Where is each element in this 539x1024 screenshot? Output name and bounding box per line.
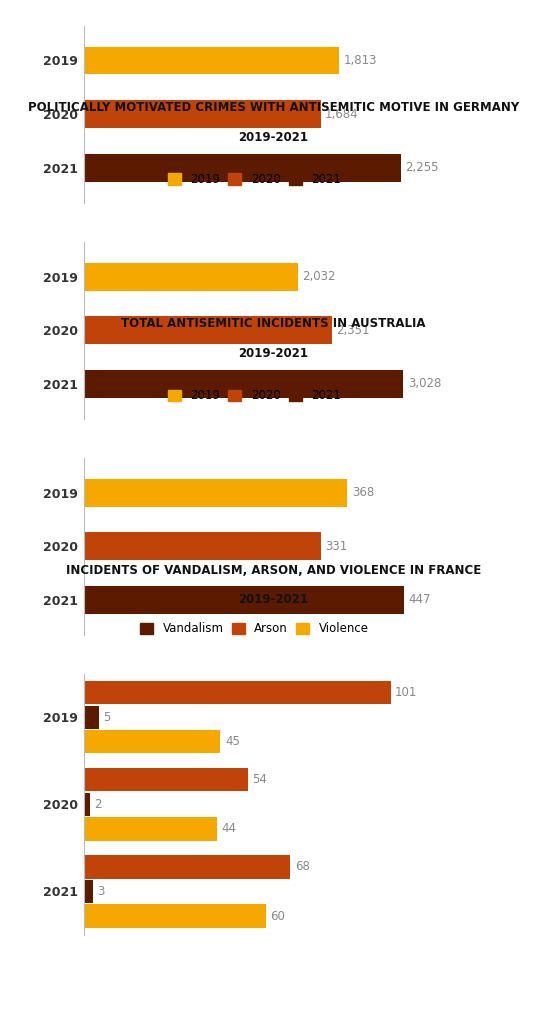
Bar	[84, 730, 220, 754]
Text: 368: 368	[352, 486, 374, 499]
Text: 3,028: 3,028	[407, 378, 441, 390]
Legend: 2019, 2020, 2021: 2019, 2020, 2021	[168, 389, 341, 402]
Text: 2,351: 2,351	[336, 324, 370, 337]
Text: 2019-2021: 2019-2021	[239, 131, 308, 144]
Text: 2,032: 2,032	[302, 270, 336, 283]
Text: INCIDENTS OF VANDALISM, ARSON, AND VIOLENCE IN FRANCE: INCIDENTS OF VANDALISM, ARSON, AND VIOLE…	[66, 564, 481, 578]
Bar	[84, 478, 348, 507]
Bar	[84, 904, 266, 928]
Bar	[84, 46, 338, 75]
Text: 2019-2021: 2019-2021	[239, 347, 308, 360]
Text: TOTAL ANTISEMITIC INCIDENTS IN AUSTRALIA: TOTAL ANTISEMITIC INCIDENTS IN AUSTRALIA	[121, 317, 426, 330]
Bar	[84, 586, 404, 614]
Text: 101: 101	[395, 686, 418, 699]
Text: 44: 44	[222, 822, 237, 836]
Bar	[84, 370, 403, 398]
Bar	[84, 154, 401, 182]
Text: 2,255: 2,255	[405, 162, 439, 174]
Text: 331: 331	[326, 540, 348, 553]
Text: 1,813: 1,813	[343, 54, 377, 67]
Text: POLITICALLY MOTIVATED CRIMES WITH ANTISEMITIC MOTIVE IN GERMANY: POLITICALLY MOTIVATED CRIMES WITH ANTISE…	[28, 101, 519, 114]
Text: 45: 45	[225, 735, 240, 749]
Text: 447: 447	[409, 594, 431, 606]
Bar	[84, 768, 248, 792]
Text: 54: 54	[252, 773, 267, 786]
Bar	[84, 262, 298, 291]
Text: 2: 2	[94, 798, 102, 811]
Text: 5: 5	[103, 711, 110, 724]
Bar	[84, 793, 89, 816]
Bar	[84, 532, 321, 560]
Bar	[84, 681, 391, 705]
Legend: 2019, 2020, 2021: 2019, 2020, 2021	[168, 173, 341, 186]
Legend: Vandalism, Arson, Violence: Vandalism, Arson, Violence	[140, 623, 369, 635]
Bar	[84, 100, 321, 128]
Text: 3: 3	[97, 885, 105, 898]
Bar	[84, 817, 217, 841]
Text: 1,684: 1,684	[325, 108, 359, 121]
Bar	[84, 880, 93, 903]
Bar	[84, 316, 331, 344]
Bar	[84, 855, 291, 879]
Bar	[84, 706, 99, 729]
Text: 60: 60	[271, 909, 285, 923]
Text: 2019-2021: 2019-2021	[239, 593, 308, 606]
Text: 68: 68	[295, 860, 310, 873]
